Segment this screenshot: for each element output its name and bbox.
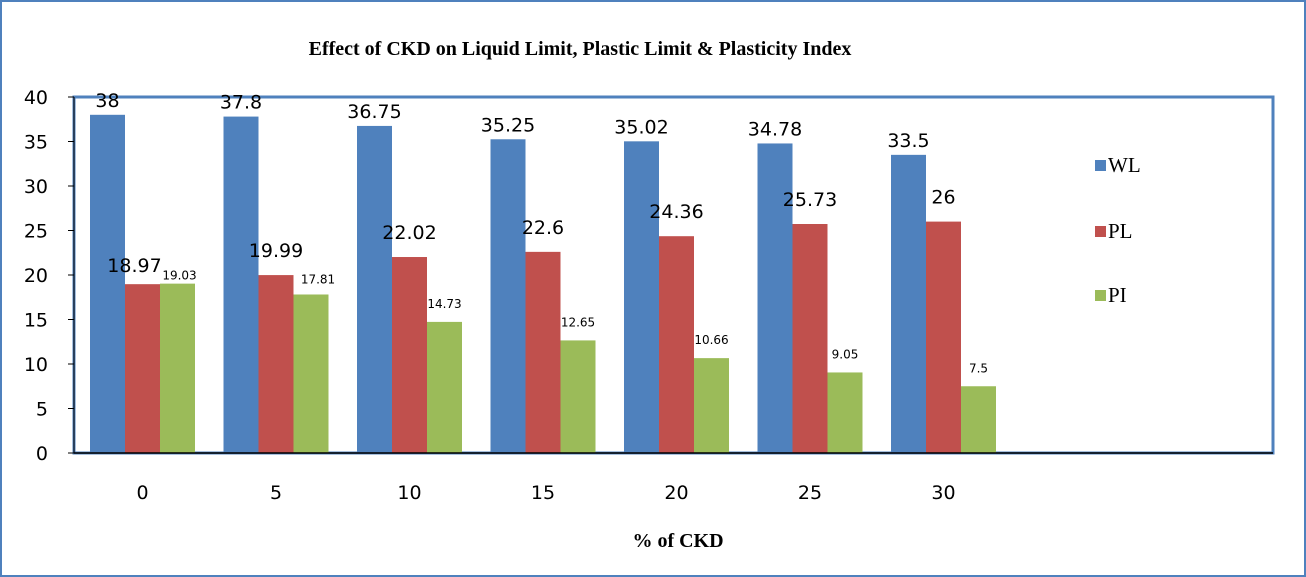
bar-wl (223, 116, 259, 453)
bar-pi (293, 294, 329, 453)
bar-pi (961, 386, 996, 453)
y-tick-label: 40 (24, 87, 48, 109)
data-label-pl: 24.36 (649, 201, 703, 223)
bar-wl (757, 143, 793, 453)
data-label-wl: 36.75 (347, 101, 401, 123)
data-label-pl: 25.73 (783, 189, 837, 211)
x-tick-label: 5 (270, 482, 282, 504)
bar-pl (792, 224, 828, 453)
bar-pl (659, 236, 694, 453)
data-label-pi: 10.66 (694, 333, 728, 347)
x-tick-label: 10 (397, 482, 421, 504)
bar-wl (490, 139, 526, 453)
data-label-wl: 37.8 (220, 92, 262, 114)
x-tick-label: 20 (664, 482, 688, 504)
data-label-wl: 35.25 (481, 114, 535, 136)
x-ticks-group: 0 5 10 15 20 25 30 (136, 482, 955, 504)
data-label-pi: 19.03 (162, 269, 196, 283)
legend-label-pl: PL (1108, 219, 1133, 243)
bar-pi (427, 321, 462, 453)
legend-swatch-wl (1095, 160, 1106, 171)
legend-label-pi: PI (1108, 283, 1127, 307)
x-tick-label: 25 (798, 482, 822, 504)
bar-pi (694, 358, 729, 453)
legend: WL PL PI (1095, 153, 1141, 307)
data-label-pi: 7.5 (969, 361, 988, 375)
data-label-pl: 26 (931, 187, 955, 209)
x-axis-label: % of CKD (632, 530, 723, 552)
bar-wl (624, 141, 659, 453)
data-label-pl: 19.99 (249, 240, 303, 262)
bar-wl (891, 154, 926, 453)
data-label-pl: 22.02 (382, 222, 436, 244)
bar-wl (357, 125, 392, 454)
data-label-wl: 33.5 (887, 130, 929, 152)
y-tick-label: 0 (36, 443, 48, 465)
bar-pi (160, 283, 195, 453)
chart-title: Effect of CKD on Liquid Limit, Plastic L… (309, 38, 852, 60)
data-label-pi: 17.81 (301, 272, 335, 286)
bar-pl (926, 221, 961, 453)
y-tick-label: 25 (24, 221, 48, 243)
x-tick-label: 0 (136, 482, 148, 504)
y-tick-label: 5 (36, 399, 48, 421)
data-label-wl: 38 (95, 90, 119, 112)
y-tick-label: 30 (24, 176, 48, 198)
bar-pi (827, 372, 863, 453)
bar-pi (560, 340, 596, 453)
legend-label-wl: WL (1108, 153, 1141, 177)
bars-group (90, 114, 996, 454)
bar-pl (258, 275, 294, 453)
bar-pl (525, 251, 561, 453)
data-label-pl: 18.97 (107, 255, 161, 277)
bar-pl (125, 284, 160, 453)
legend-swatch-pl (1095, 226, 1106, 237)
bar-pl (392, 257, 427, 453)
x-tick-label: 15 (531, 482, 555, 504)
data-label-pl: 22.6 (522, 217, 564, 239)
data-label-pi: 9.05 (832, 347, 859, 361)
data-labels-group: 38 37.8 36.75 35.25 35.02 34.78 33.5 18.97 19.99… (95, 90, 988, 375)
data-label-pi: 12.65 (561, 315, 595, 329)
data-label-wl: 35.02 (614, 116, 668, 138)
y-tick-label: 15 (24, 310, 48, 332)
y-tick-label: 35 (24, 132, 48, 154)
x-tick-label: 30 (931, 482, 955, 504)
y-tick-label: 20 (24, 265, 48, 287)
data-label-pi: 14.73 (427, 297, 461, 311)
data-label-wl: 34.78 (748, 118, 802, 140)
bar-wl (90, 114, 125, 454)
legend-swatch-pi (1095, 290, 1106, 301)
y-tick-label: 10 (24, 354, 48, 376)
y-ticks-group: 0 5 10 15 20 25 30 35 40 (24, 87, 74, 465)
